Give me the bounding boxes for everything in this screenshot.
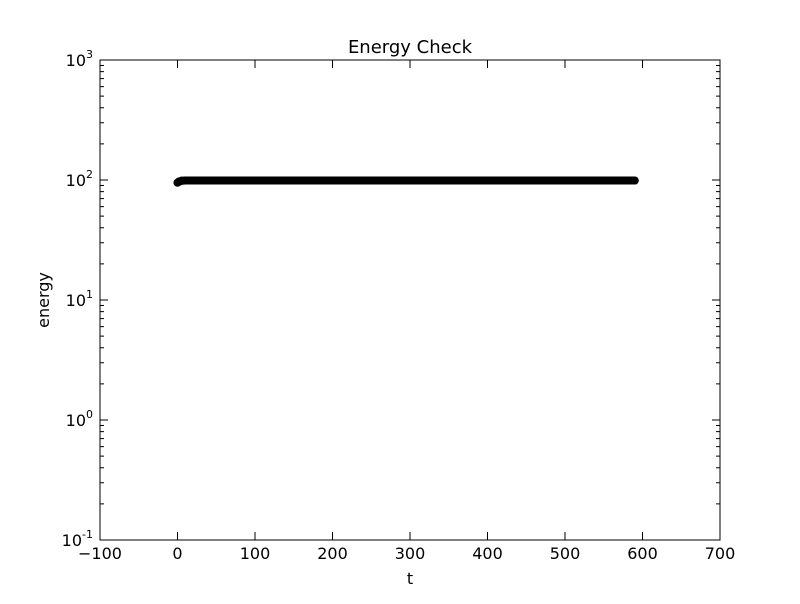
x-tick-label: 400 — [472, 544, 503, 563]
x-tick-label: 200 — [317, 544, 348, 563]
data-point — [631, 177, 639, 185]
x-tick-label: 500 — [550, 544, 581, 563]
x-tick-label: 700 — [705, 544, 736, 563]
x-tick-label: −100 — [78, 544, 122, 563]
x-tick-labels: −100 0 100 200 300 400 500 600 700 — [78, 544, 735, 563]
x-axis-label: t — [407, 569, 413, 588]
x-tick-label: 300 — [395, 544, 426, 563]
x-tick-label: 0 — [172, 544, 182, 563]
x-tick-label: 600 — [627, 544, 658, 563]
x-tick-label: 100 — [240, 544, 271, 563]
chart-title: Energy Check — [348, 37, 473, 58]
y-axis-label: energy — [34, 272, 53, 328]
